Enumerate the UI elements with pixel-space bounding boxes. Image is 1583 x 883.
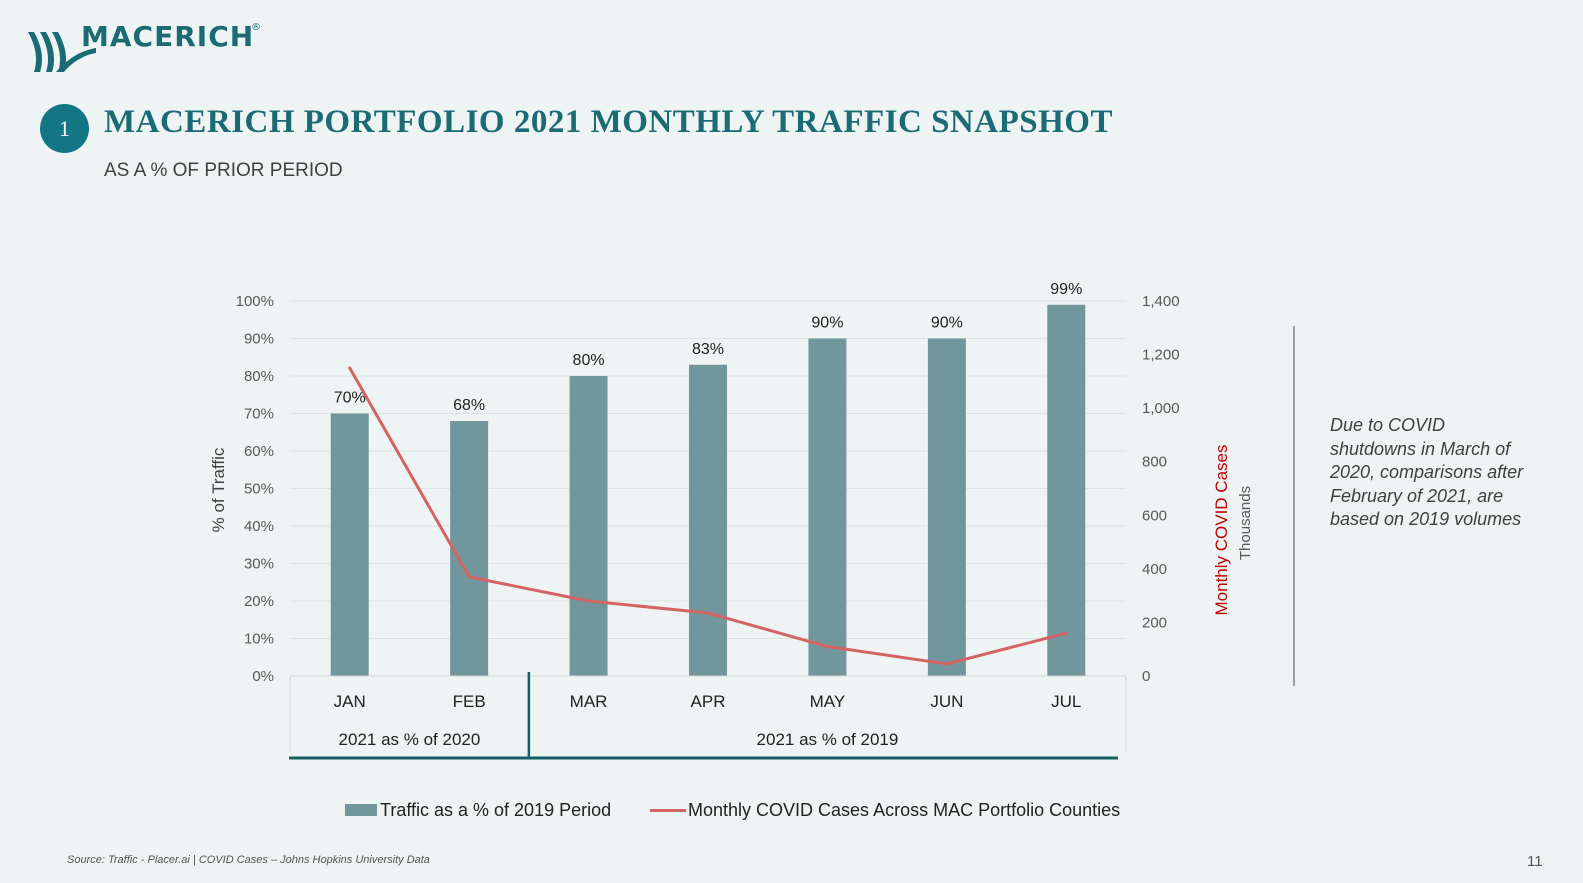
y-tick-label: 10% — [244, 631, 274, 648]
covid-line-point — [587, 599, 591, 603]
group-label: 2021 as % of 2019 — [757, 730, 899, 749]
bar — [808, 338, 847, 676]
y-tick-label: 0% — [252, 668, 274, 685]
brand-name: MACERICH — [81, 20, 255, 53]
macerich-logo — [28, 32, 96, 72]
page-title: MACERICH PORTFOLIO 2021 MONTHLY TRAFFIC … — [104, 104, 1113, 140]
y2-tick-label: 400 — [1142, 561, 1167, 578]
source-text: Source: Traffic - Placer.ai | COVID Case… — [67, 854, 430, 866]
y2-tick-label: 1,200 — [1142, 347, 1180, 364]
covid-line-point — [467, 575, 471, 579]
x-tick-label: FEB — [453, 692, 486, 711]
legend-line-swatch — [650, 808, 686, 812]
page-number: 11 — [1527, 853, 1543, 870]
y-tick-label: 90% — [244, 331, 274, 348]
group-label: 2021 as % of 2020 — [339, 730, 481, 749]
bar-data-label: 90% — [931, 315, 963, 332]
bar — [330, 413, 369, 676]
y-tick-label: 30% — [244, 556, 274, 573]
x-tick-label: MAY — [810, 692, 846, 711]
bar — [927, 338, 966, 676]
bar-data-label: 99% — [1050, 281, 1082, 298]
covid-line-point — [945, 662, 949, 666]
page-subtitle: AS A % OF PRIOR PERIOD — [104, 160, 343, 181]
bar — [569, 376, 608, 676]
y2-axis-unit: Thousands — [1237, 486, 1254, 560]
y2-tick-label: 200 — [1142, 614, 1167, 631]
y-tick-label: 80% — [244, 368, 274, 385]
y2-tick-label: 800 — [1142, 454, 1167, 471]
bar — [1047, 304, 1086, 676]
y2-tick-label: 600 — [1142, 507, 1167, 524]
y-tick-label: 60% — [244, 443, 274, 460]
y2-axis-title: Monthly COVID Cases — [1212, 445, 1231, 616]
legend-line-entry: Monthly COVID Cases Across MAC Portfolio… — [650, 798, 1120, 822]
chart-note: Due to COVID shutdowns in March of 2020,… — [1330, 415, 1524, 529]
bar-data-label: 90% — [811, 315, 843, 332]
y-tick-label: 20% — [244, 593, 274, 610]
bar-data-label: 70% — [334, 390, 366, 407]
bar-data-label: 83% — [692, 341, 724, 358]
y2-tick-label: 0 — [1142, 668, 1150, 685]
y-tick-label: 100% — [236, 293, 274, 310]
x-tick-label: JUL — [1051, 692, 1081, 711]
registered-mark: ® — [251, 22, 261, 33]
y-axis-title: % of Traffic — [209, 447, 228, 532]
bar-data-label: 68% — [453, 397, 485, 414]
legend-bar-label: Traffic as a % of 2019 Period — [380, 799, 612, 820]
section-number-badge: 1 — [40, 104, 89, 153]
x-tick-label: JAN — [334, 692, 366, 711]
covid-line-point — [825, 645, 829, 649]
legend-bar-entry: Traffic as a % of 2019 Period — [345, 798, 611, 822]
legend-bar-swatch — [345, 804, 377, 816]
y2-tick-label: 1,000 — [1142, 400, 1180, 417]
bar — [450, 421, 489, 676]
x-tick-label: MAR — [570, 692, 608, 711]
covid-line-point — [706, 611, 710, 615]
legend-line-label: Monthly COVID Cases Across MAC Portfolio… — [688, 799, 1121, 820]
y2-tick-label: 1,400 — [1142, 293, 1180, 310]
bar-data-label: 80% — [573, 352, 605, 369]
note-divider — [1293, 326, 1295, 686]
bar — [689, 364, 727, 676]
y-tick-label: 70% — [244, 406, 274, 423]
covid-line-point — [1064, 631, 1068, 635]
x-tick-label: JUN — [930, 692, 963, 711]
covid-line-point — [348, 366, 352, 370]
x-tick-label: APR — [691, 692, 726, 711]
y-tick-label: 50% — [244, 481, 274, 498]
y-tick-label: 40% — [244, 518, 274, 535]
